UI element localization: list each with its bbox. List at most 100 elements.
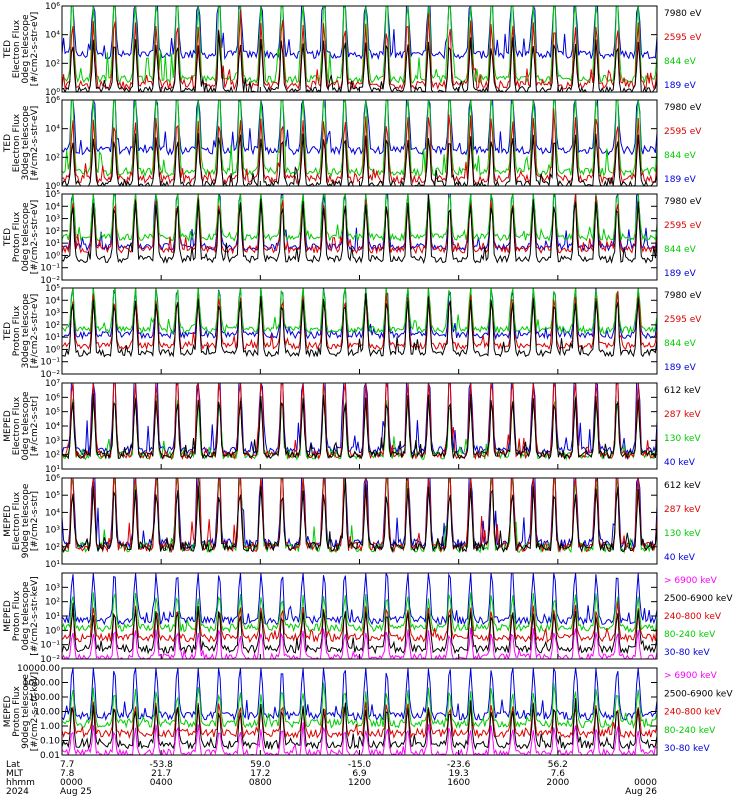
legend-entry: 240-800 keV — [664, 612, 722, 622]
x-tick-label: -23.6 — [447, 760, 471, 770]
legend-entry: 844 eV — [664, 245, 697, 255]
legend-entry: 7980 eV — [664, 9, 702, 19]
series-line-612-kev — [62, 478, 657, 554]
y-tick-label: 0.10 — [40, 737, 60, 747]
legend-entry: 2595 eV — [664, 127, 702, 137]
y-tick-label: 10² — [45, 59, 60, 69]
y-axis-label: [#/cm2-s-str-eV] — [30, 200, 40, 275]
y-axis-label: TED — [3, 228, 13, 247]
legend-entry: 7980 eV — [664, 291, 702, 301]
series-line-287-kev — [62, 478, 657, 554]
y-tick-label: 10⁶ — [45, 2, 60, 12]
y-axis-label: Proton Flux — [12, 211, 22, 262]
panel-1: 10⁰ 10² 10⁴ 10⁶ TED Electron Flux 0deg telesco… — [3, 2, 702, 98]
y-tick-label: 10⁰ — [45, 345, 60, 355]
y-tick-label: 10⁶ — [45, 393, 60, 403]
legend-entry: 30-80 keV — [664, 744, 710, 754]
y-tick-label: 10¹ — [45, 612, 60, 622]
legend-entry: 7980 eV — [664, 197, 702, 207]
y-tick-label: 10⁻¹ — [40, 264, 60, 274]
series-line-240-800-kev — [62, 601, 657, 644]
y-tick-label: 10⁰ — [45, 626, 60, 636]
y-tick-label: 100.00 — [29, 693, 61, 703]
plot-frame — [61, 477, 658, 565]
x-row-label: hhmm — [6, 778, 35, 788]
y-axis-label: [#/cm2-s-str-eV] — [30, 294, 40, 369]
y-tick-label: 10⁵ — [45, 190, 60, 200]
x-tick-label: 0400 — [150, 778, 173, 788]
y-axis-label: 0deg telescope — [21, 581, 31, 651]
y-tick-label: 10000.00 — [17, 664, 60, 674]
y-tick-label: 10⁴ — [45, 125, 60, 135]
plot-frame — [61, 193, 658, 281]
series-line-2500-6900-kev — [62, 602, 657, 655]
x-tick-label: 17.2 — [250, 769, 270, 779]
legend-entry: 612 keV — [664, 481, 701, 491]
series-line-189-ev — [62, 6, 657, 61]
y-tick-label: 10² — [45, 543, 60, 553]
x-tick-label: 0000 — [634, 778, 657, 788]
y-axis-label: 30deg telescope — [21, 105, 31, 180]
legend-entry: 189 eV — [664, 363, 697, 373]
x-tick-label: 7.8 — [60, 769, 75, 779]
series-line-240-800-kev — [62, 701, 657, 740]
y-tick-label: 10³ — [45, 526, 60, 536]
x-tick-label: 19.3 — [449, 769, 469, 779]
legend-entry: > 6900 keV — [664, 576, 718, 586]
y-tick-label: 10¹ — [45, 560, 60, 570]
x-tick-label: -15.0 — [348, 760, 372, 770]
y-axis-label: 0deg telescope — [21, 202, 31, 272]
legend-entry: 2500-6900 keV — [664, 689, 733, 699]
y-axis-label: 90deg telescope — [21, 483, 31, 558]
series-line-7980-ev — [62, 293, 657, 358]
x-tick-label: 7.6 — [551, 769, 566, 779]
y-tick-label: 10³ — [45, 215, 60, 225]
legend-entry: 130 keV — [664, 529, 701, 539]
y-axis-label: MEPED — [3, 600, 13, 632]
y-tick-label: 1000.00 — [23, 679, 60, 689]
legend-entry: 2595 eV — [664, 315, 702, 325]
series-line-844-ev — [62, 100, 657, 178]
x-tick-label: 56.2 — [548, 760, 568, 770]
y-axis-label: Proton Flux — [12, 305, 22, 356]
y-tick-label: 10³ — [45, 436, 60, 446]
y-axis-label: [#/cm2-s-str-eV] — [30, 12, 40, 87]
y-tick-label: 10² — [45, 321, 60, 331]
panel-8: 0.01 0.10 1.00 10.00 100.00 1000.00 10000.00 ME… — [3, 664, 733, 761]
y-tick-label: 10³ — [45, 583, 60, 593]
series-line-30-80-kev — [62, 668, 657, 722]
series-line-2595-ev — [62, 108, 657, 185]
series-line-189-ev — [62, 100, 657, 156]
y-tick-label: 10⁻² — [40, 655, 60, 665]
y-axis-label: [#/cm2-s-str] — [30, 396, 40, 456]
legend-entry: 80-240 keV — [664, 630, 716, 640]
y-axis-label: [#/cm2-s-str] — [30, 491, 40, 551]
y-tick-label: 10⁴ — [45, 422, 60, 432]
y-tick-label: 10⁶ — [45, 474, 60, 484]
series-line-40-kev — [62, 478, 657, 550]
series-line-189-ev — [62, 194, 657, 252]
y-tick-label: 10⁰ — [45, 182, 60, 192]
y-tick-label: 10⁻¹ — [40, 641, 60, 651]
y-tick-label: 10² — [45, 598, 60, 608]
legend-entry: 2595 eV — [664, 33, 702, 43]
legend-entry: 130 keV — [664, 434, 701, 444]
y-axis-label: Proton Flux — [12, 686, 22, 737]
legend-entry: 287 keV — [664, 410, 701, 420]
y-axis-label: MEPED — [3, 505, 13, 537]
legend-entry: 2595 eV — [664, 221, 702, 231]
y-tick-label: 10³ — [45, 309, 60, 319]
y-tick-label: 10⁰ — [45, 251, 60, 261]
panel-5: 10¹ 10² 10³ 10⁴ 10⁵ 10⁶ 10⁷ MEPED Electron Flux 0… — [3, 379, 701, 475]
series-line-2500-6900-kev — [62, 697, 657, 751]
series-line-80-240-kev — [62, 682, 657, 729]
y-axis-label: Electron Flux — [12, 19, 22, 78]
legend-entry: 612 keV — [664, 386, 701, 396]
series-line-40-kev — [62, 383, 657, 456]
y-tick-label: 10¹ — [45, 239, 60, 249]
legend-entry: 240-800 keV — [664, 708, 722, 718]
panel-3: 10⁻² 10⁻¹ 10⁰ 10¹ 10² 10³ 10⁴ 10⁵ TED Proton Flux… — [3, 190, 702, 286]
y-axis-label: MEPED — [3, 696, 13, 728]
plot-frame — [61, 572, 658, 660]
y-tick-label: 10⁷ — [45, 379, 60, 389]
